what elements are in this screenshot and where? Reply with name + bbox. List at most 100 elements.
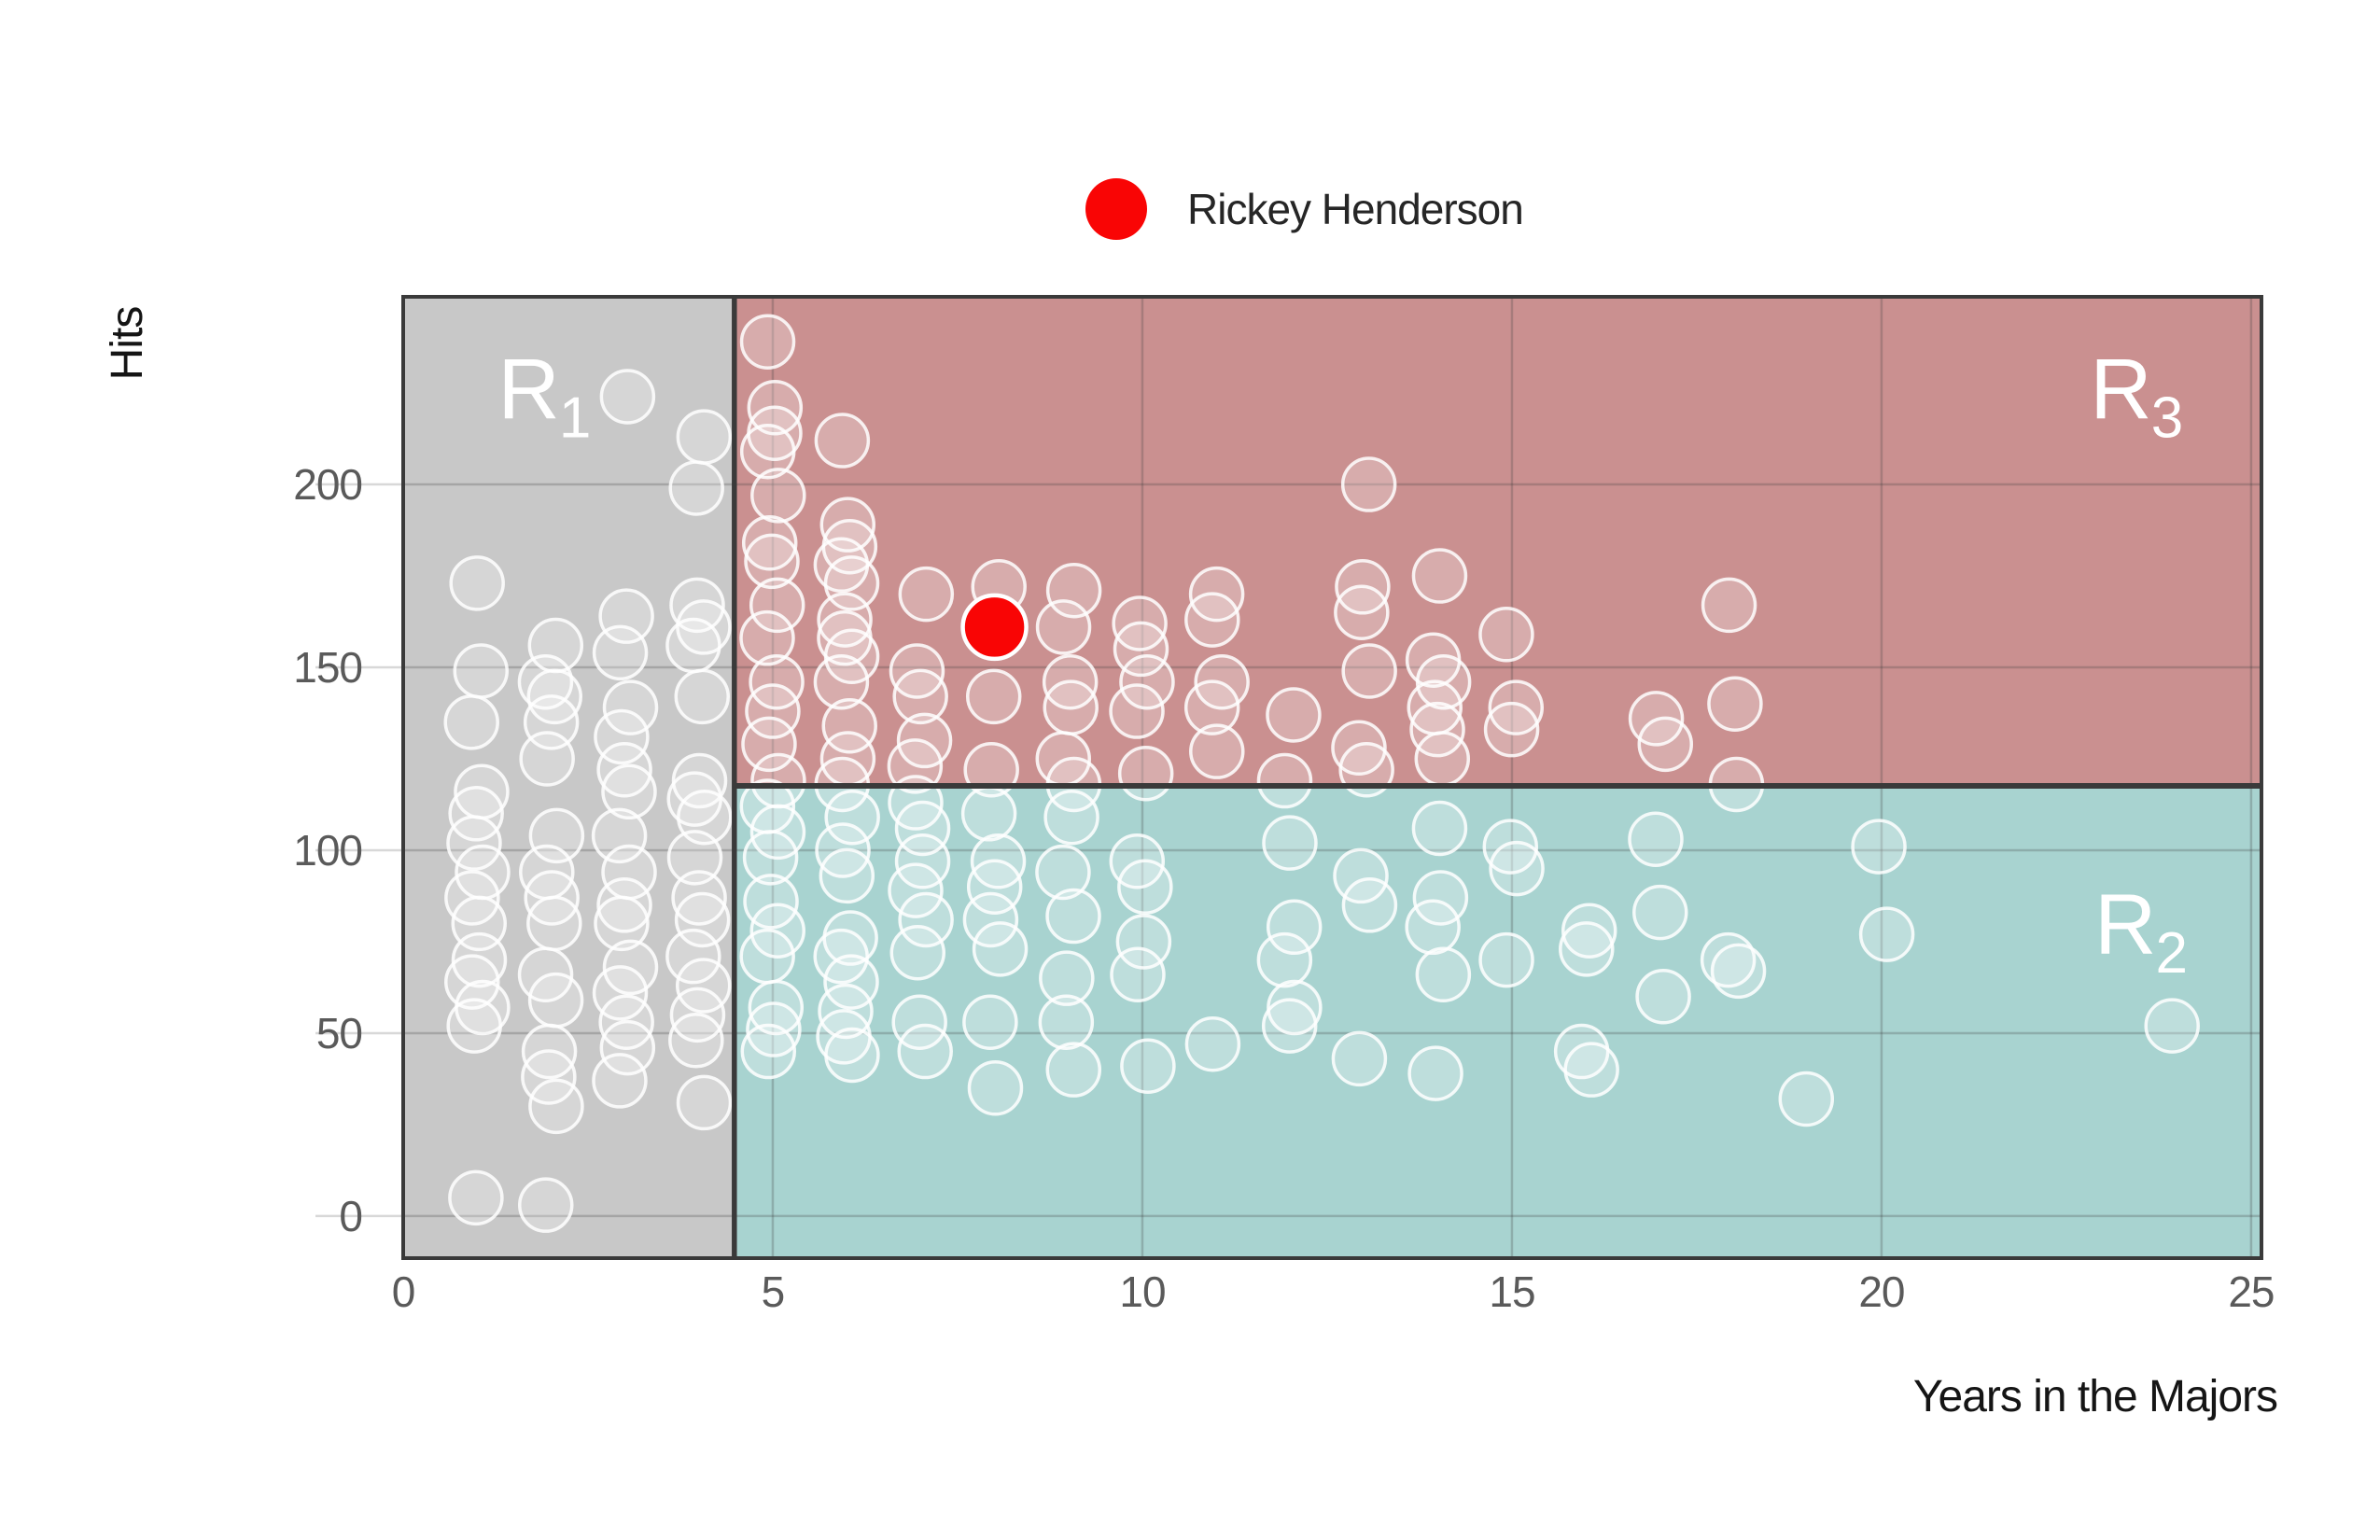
data-point [1261,998,1318,1054]
data-point [676,409,733,465]
data-point [1266,687,1322,743]
data-point [739,928,795,985]
data-point [1043,789,1099,846]
data-point [674,891,731,948]
data-point [669,577,725,634]
data-point [1117,859,1173,915]
data-point [1478,607,1534,663]
data-point [665,928,721,985]
data-point [960,786,1017,842]
data-point [1038,994,1095,1050]
data-point [1488,679,1545,735]
data-point [1035,599,1092,655]
data-point [1407,1045,1463,1101]
data-point [972,921,1029,977]
x-tick-label: 0 [392,1267,415,1316]
data-point [1256,752,1313,809]
data-point [1045,1042,1102,1098]
data-point [449,555,505,611]
data-point [592,1053,648,1109]
data-point [528,807,585,864]
data-point [601,763,657,820]
data-point [749,653,805,710]
legend-label: Rickey Henderson [1187,185,1523,233]
x-tick-label: 10 [1119,1267,1165,1316]
data-point [824,789,880,846]
data-point [526,895,582,952]
data-point [1334,584,1390,640]
data-point [1628,811,1684,867]
data-point [1331,1030,1388,1087]
data-point [1120,1038,1176,1094]
data-point [898,566,955,623]
data-point [897,1023,953,1080]
region-label-subscript: 3 [2151,386,2182,451]
data-point [1563,1042,1619,1098]
data-point [451,931,508,988]
data-point [599,1019,656,1076]
data-point [1482,819,1539,875]
data-point [1405,899,1461,956]
data-point [1183,679,1240,735]
data-point [517,653,574,710]
data-point [741,716,797,773]
data-point [1561,903,1617,959]
data-point [598,588,654,644]
data-point [1710,943,1767,1000]
data-point [1858,906,1915,962]
data-point [1331,720,1387,777]
data-point [1478,931,1534,988]
data-point [898,891,954,948]
y-tick-label: 150 [293,643,362,692]
data-point [519,731,575,787]
data-point [448,1169,504,1226]
data-point [1256,931,1313,988]
data-point [1707,676,1763,732]
data-point [668,1013,724,1069]
data-point [1409,701,1465,758]
data-point [1559,921,1615,977]
data-point [599,369,656,425]
data-point [1341,877,1398,933]
data-point [1184,1015,1241,1072]
data-point [1110,946,1166,1003]
tick-labels-layer: 0 50 100 150 200 0 5 10 15 20 25 [293,460,2275,1316]
data-point [1632,884,1688,941]
gridlines-layer [315,297,2261,1258]
data-point [1637,716,1694,773]
region-r3 [734,297,2261,787]
y-axis-title: Hits [103,307,152,381]
data-point [888,862,944,918]
data-point [814,413,871,469]
y-tick-label: 200 [293,460,362,509]
data-point [1119,653,1175,710]
data-point [1045,562,1102,619]
y-tick-label: 50 [316,1009,362,1057]
data-point [813,653,870,710]
data-point [1045,888,1101,945]
data-point [666,830,723,886]
legend: Rickey Henderson [1085,178,1524,240]
data-point [741,515,798,571]
data-point [744,533,800,590]
data-point [742,830,799,886]
data-point [889,924,946,981]
data-point [819,847,875,904]
data-point [671,870,727,926]
data-point [1039,950,1095,1006]
y-tick-label: 0 [339,1192,362,1240]
data-point [528,1078,584,1135]
data-point [892,668,948,725]
data-point [668,460,724,516]
data-point [1266,899,1323,956]
data-point [1414,731,1471,787]
data-point [443,694,499,750]
y-tick-label: 100 [293,826,362,875]
data-point [748,979,805,1036]
data-point [749,577,805,634]
data-point [894,800,951,857]
data-point [1043,679,1099,735]
data-point [1109,683,1165,739]
